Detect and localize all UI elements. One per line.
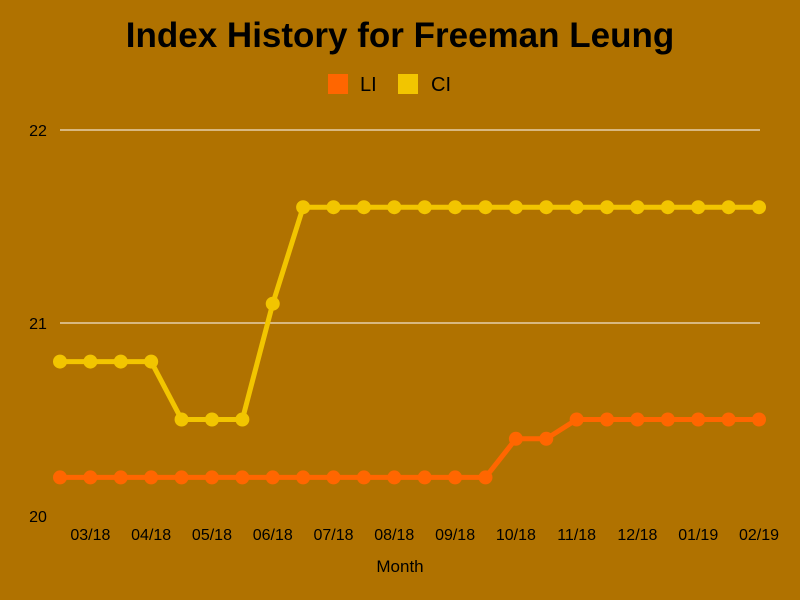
- data-point-ci: [53, 354, 67, 369]
- x-tick-label: 12/18: [617, 527, 657, 544]
- y-axis-ticks: 20 21 22: [29, 123, 47, 526]
- data-point-ci: [174, 412, 189, 427]
- data-point-ci: [83, 354, 98, 369]
- chart-title: Index History for Freeman Leung: [126, 16, 674, 55]
- series-line-li: [57, 417, 762, 480]
- legend-label-li: LI: [360, 74, 377, 96]
- data-point-ci: [721, 200, 736, 215]
- legend: LI CI: [328, 74, 451, 96]
- x-tick-label: 11/18: [557, 527, 596, 544]
- data-point-ci: [265, 296, 280, 311]
- data-point-ci: [539, 200, 554, 215]
- y-tick-label: 20: [29, 509, 47, 526]
- x-tick-label: 07/18: [313, 527, 353, 544]
- data-point-li: [752, 412, 766, 427]
- data-point-li: [174, 470, 189, 485]
- series-lines: [57, 204, 762, 480]
- data-point-ci: [326, 200, 341, 215]
- data-point-li: [478, 470, 493, 485]
- data-point-li: [235, 470, 250, 485]
- data-point-ci: [569, 200, 584, 215]
- data-point-li: [356, 470, 371, 485]
- y-tick-label: 22: [29, 123, 47, 140]
- data-point-li: [721, 412, 736, 427]
- legend-swatch-li: [328, 74, 348, 94]
- data-point-li: [691, 412, 706, 427]
- data-point-li: [508, 431, 523, 446]
- data-point-ci: [204, 412, 219, 427]
- x-axis-ticks: 03/18 04/18 05/18 06/18 07/18 08/18 09/18 10/18…: [70, 527, 779, 544]
- grid: [60, 129, 760, 324]
- data-point-ci: [691, 200, 706, 215]
- data-point-ci: [448, 200, 463, 215]
- x-tick-label: 09/18: [435, 527, 475, 544]
- series-line-ci: [57, 204, 762, 422]
- data-point-li: [660, 412, 675, 427]
- x-tick-label: 05/18: [192, 527, 232, 544]
- data-point-ci: [478, 200, 493, 215]
- data-point-li: [296, 470, 311, 485]
- data-point-li: [417, 470, 432, 485]
- data-point-ci: [508, 200, 523, 215]
- x-tick-label: 10/18: [496, 527, 536, 544]
- x-axis-label: Month: [376, 557, 423, 576]
- x-tick-label: 08/18: [374, 527, 414, 544]
- legend-swatch-ci: [398, 74, 418, 94]
- data-point-li: [83, 470, 98, 485]
- data-point-ci: [752, 200, 766, 215]
- data-point-li: [569, 412, 584, 427]
- x-tick-label: 02/19: [739, 527, 779, 544]
- data-point-li: [204, 470, 219, 485]
- data-point-ci: [417, 200, 432, 215]
- data-point-li: [326, 470, 341, 485]
- data-point-ci: [144, 354, 159, 369]
- data-point-li: [144, 470, 159, 485]
- data-point-ci: [113, 354, 128, 369]
- data-point-ci: [600, 200, 615, 215]
- data-point-ci: [387, 200, 402, 215]
- data-point-ci: [660, 200, 675, 215]
- data-point-li: [113, 470, 128, 485]
- x-tick-label: 01/19: [678, 527, 718, 544]
- data-point-li: [448, 470, 463, 485]
- data-point-ci: [296, 200, 311, 215]
- data-point-ci: [356, 200, 371, 215]
- data-point-li: [387, 470, 402, 485]
- legend-label-ci: CI: [431, 74, 451, 96]
- x-tick-label: 04/18: [131, 527, 171, 544]
- data-point-li: [265, 470, 280, 485]
- x-tick-label: 06/18: [253, 527, 293, 544]
- data-point-li: [600, 412, 615, 427]
- data-point-ci: [235, 412, 250, 427]
- data-point-li: [539, 431, 554, 446]
- y-tick-label: 21: [29, 316, 47, 333]
- x-tick-label: 03/18: [70, 527, 110, 544]
- data-point-ci: [630, 200, 645, 215]
- data-point-li: [53, 470, 67, 485]
- series-points: [53, 200, 766, 485]
- data-point-li: [630, 412, 645, 427]
